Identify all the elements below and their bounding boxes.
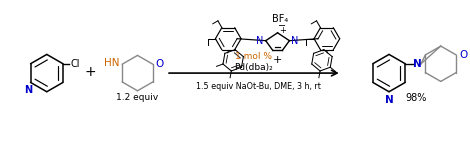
Text: HN: HN: [104, 58, 119, 68]
Text: 1 mol %: 1 mol %: [235, 52, 273, 61]
Text: O: O: [156, 59, 164, 69]
Text: N: N: [384, 95, 393, 105]
Text: N: N: [291, 36, 299, 46]
Text: Pd(dba)₂: Pd(dba)₂: [235, 63, 273, 72]
Text: +: +: [273, 55, 282, 65]
Text: +: +: [84, 65, 96, 79]
Text: 98%: 98%: [405, 93, 426, 103]
Text: O: O: [459, 50, 467, 60]
Text: N: N: [257, 36, 264, 46]
Text: 1.5 equiv NaOt-Bu, DME, 3 h, rt: 1.5 equiv NaOt-Bu, DME, 3 h, rt: [196, 82, 321, 91]
Text: N: N: [24, 85, 32, 95]
Text: BF₄: BF₄: [273, 14, 289, 24]
Text: −: −: [278, 21, 287, 31]
Text: N: N: [413, 59, 422, 69]
Text: Cl: Cl: [71, 59, 80, 69]
Text: +: +: [279, 26, 286, 35]
Text: 1.2 equiv: 1.2 equiv: [117, 93, 159, 102]
